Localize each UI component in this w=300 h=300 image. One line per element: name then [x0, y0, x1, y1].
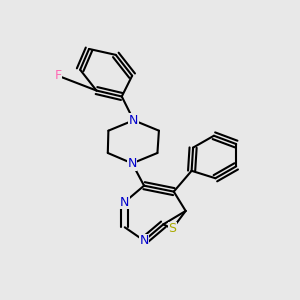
Text: N: N — [120, 196, 129, 208]
Text: F: F — [54, 69, 61, 82]
Text: S: S — [168, 222, 176, 235]
Text: N: N — [129, 114, 138, 127]
Text: N: N — [140, 234, 149, 247]
Text: N: N — [128, 157, 137, 170]
